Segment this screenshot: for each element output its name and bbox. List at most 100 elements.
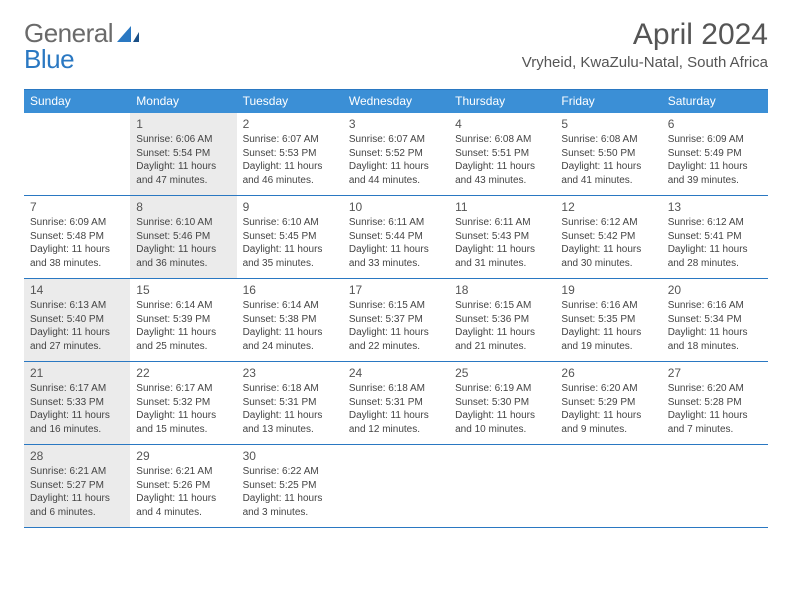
day-cell: 24Sunrise: 6:18 AMSunset: 5:31 PMDayligh… (343, 362, 449, 444)
day-cell: 21Sunrise: 6:17 AMSunset: 5:33 PMDayligh… (24, 362, 130, 444)
day-header-mon: Monday (130, 90, 236, 113)
day-cell: 10Sunrise: 6:11 AMSunset: 5:44 PMDayligh… (343, 196, 449, 278)
day-sunrise: Sunrise: 6:17 AM (136, 382, 230, 396)
day-dl2: and 6 minutes. (30, 506, 124, 520)
day-dl1: Daylight: 11 hours (243, 492, 337, 506)
day-cell (343, 445, 449, 527)
day-sunset: Sunset: 5:45 PM (243, 230, 337, 244)
week-row: 7Sunrise: 6:09 AMSunset: 5:48 PMDaylight… (24, 196, 768, 279)
day-cell: 4Sunrise: 6:08 AMSunset: 5:51 PMDaylight… (449, 113, 555, 195)
day-sunrise: Sunrise: 6:13 AM (30, 299, 124, 313)
day-sunrise: Sunrise: 6:18 AM (243, 382, 337, 396)
day-cell: 22Sunrise: 6:17 AMSunset: 5:32 PMDayligh… (130, 362, 236, 444)
day-sunrise: Sunrise: 6:14 AM (243, 299, 337, 313)
day-dl2: and 44 minutes. (349, 174, 443, 188)
day-cell (555, 445, 661, 527)
day-dl2: and 9 minutes. (561, 423, 655, 437)
day-dl1: Daylight: 11 hours (243, 326, 337, 340)
day-dl2: and 41 minutes. (561, 174, 655, 188)
day-sunrise: Sunrise: 6:10 AM (136, 216, 230, 230)
week-row: 21Sunrise: 6:17 AMSunset: 5:33 PMDayligh… (24, 362, 768, 445)
day-sunset: Sunset: 5:25 PM (243, 479, 337, 493)
day-number: 10 (349, 199, 443, 215)
day-dl1: Daylight: 11 hours (455, 326, 549, 340)
day-dl2: and 19 minutes. (561, 340, 655, 354)
calendar-page: General April 2024 Vryheid, KwaZulu-Nata… (0, 0, 792, 528)
day-sunrise: Sunrise: 6:19 AM (455, 382, 549, 396)
day-cell: 30Sunrise: 6:22 AMSunset: 5:25 PMDayligh… (237, 445, 343, 527)
day-sunset: Sunset: 5:28 PM (668, 396, 762, 410)
day-sunset: Sunset: 5:53 PM (243, 147, 337, 161)
day-dl1: Daylight: 11 hours (668, 409, 762, 423)
day-sunrise: Sunrise: 6:11 AM (455, 216, 549, 230)
day-dl1: Daylight: 11 hours (243, 160, 337, 174)
day-dl1: Daylight: 11 hours (668, 243, 762, 257)
day-cell: 8Sunrise: 6:10 AMSunset: 5:46 PMDaylight… (130, 196, 236, 278)
day-cell: 20Sunrise: 6:16 AMSunset: 5:34 PMDayligh… (662, 279, 768, 361)
day-dl2: and 13 minutes. (243, 423, 337, 437)
day-dl2: and 30 minutes. (561, 257, 655, 271)
day-dl2: and 47 minutes. (136, 174, 230, 188)
day-sunset: Sunset: 5:39 PM (136, 313, 230, 327)
week-row: 28Sunrise: 6:21 AMSunset: 5:27 PMDayligh… (24, 445, 768, 528)
day-number: 17 (349, 282, 443, 298)
day-sunset: Sunset: 5:35 PM (561, 313, 655, 327)
day-dl1: Daylight: 11 hours (243, 243, 337, 257)
day-dl1: Daylight: 11 hours (30, 326, 124, 340)
day-cell: 6Sunrise: 6:09 AMSunset: 5:49 PMDaylight… (662, 113, 768, 195)
day-sunset: Sunset: 5:44 PM (349, 230, 443, 244)
day-sunrise: Sunrise: 6:18 AM (349, 382, 443, 396)
day-sunrise: Sunrise: 6:20 AM (668, 382, 762, 396)
day-dl2: and 15 minutes. (136, 423, 230, 437)
day-dl1: Daylight: 11 hours (561, 326, 655, 340)
day-dl1: Daylight: 11 hours (30, 409, 124, 423)
day-dl1: Daylight: 11 hours (136, 160, 230, 174)
day-sunrise: Sunrise: 6:15 AM (349, 299, 443, 313)
day-header-tue: Tuesday (237, 90, 343, 113)
location: Vryheid, KwaZulu-Natal, South Africa (522, 54, 768, 71)
day-header-sun: Sunday (24, 90, 130, 113)
day-cell: 3Sunrise: 6:07 AMSunset: 5:52 PMDaylight… (343, 113, 449, 195)
calendar: Sunday Monday Tuesday Wednesday Thursday… (24, 89, 768, 528)
day-sunset: Sunset: 5:40 PM (30, 313, 124, 327)
day-sunset: Sunset: 5:32 PM (136, 396, 230, 410)
day-sunrise: Sunrise: 6:16 AM (561, 299, 655, 313)
day-dl1: Daylight: 11 hours (349, 160, 443, 174)
day-cell: 28Sunrise: 6:21 AMSunset: 5:27 PMDayligh… (24, 445, 130, 527)
day-sunrise: Sunrise: 6:06 AM (136, 133, 230, 147)
day-sunset: Sunset: 5:51 PM (455, 147, 549, 161)
day-dl2: and 33 minutes. (349, 257, 443, 271)
day-number: 3 (349, 116, 443, 132)
day-number: 30 (243, 448, 337, 464)
week-row: 1Sunrise: 6:06 AMSunset: 5:54 PMDaylight… (24, 113, 768, 196)
day-cell: 19Sunrise: 6:16 AMSunset: 5:35 PMDayligh… (555, 279, 661, 361)
day-cell: 27Sunrise: 6:20 AMSunset: 5:28 PMDayligh… (662, 362, 768, 444)
day-sunrise: Sunrise: 6:11 AM (349, 216, 443, 230)
day-number: 27 (668, 365, 762, 381)
day-dl1: Daylight: 11 hours (455, 160, 549, 174)
day-sunset: Sunset: 5:43 PM (455, 230, 549, 244)
day-cell: 16Sunrise: 6:14 AMSunset: 5:38 PMDayligh… (237, 279, 343, 361)
day-header-row: Sunday Monday Tuesday Wednesday Thursday… (24, 90, 768, 113)
day-sunset: Sunset: 5:29 PM (561, 396, 655, 410)
day-cell (24, 113, 130, 195)
day-dl2: and 25 minutes. (136, 340, 230, 354)
day-number: 28 (30, 448, 124, 464)
day-sunset: Sunset: 5:54 PM (136, 147, 230, 161)
day-number: 21 (30, 365, 124, 381)
day-dl1: Daylight: 11 hours (455, 243, 549, 257)
day-sunset: Sunset: 5:36 PM (455, 313, 549, 327)
day-dl2: and 28 minutes. (668, 257, 762, 271)
day-dl1: Daylight: 11 hours (668, 160, 762, 174)
day-dl1: Daylight: 11 hours (561, 160, 655, 174)
day-dl1: Daylight: 11 hours (136, 243, 230, 257)
day-number: 29 (136, 448, 230, 464)
day-sunset: Sunset: 5:31 PM (349, 396, 443, 410)
day-cell: 25Sunrise: 6:19 AMSunset: 5:30 PMDayligh… (449, 362, 555, 444)
day-sunrise: Sunrise: 6:12 AM (561, 216, 655, 230)
day-sunrise: Sunrise: 6:16 AM (668, 299, 762, 313)
day-dl1: Daylight: 11 hours (136, 326, 230, 340)
day-sunrise: Sunrise: 6:21 AM (30, 465, 124, 479)
day-number: 5 (561, 116, 655, 132)
day-dl2: and 3 minutes. (243, 506, 337, 520)
